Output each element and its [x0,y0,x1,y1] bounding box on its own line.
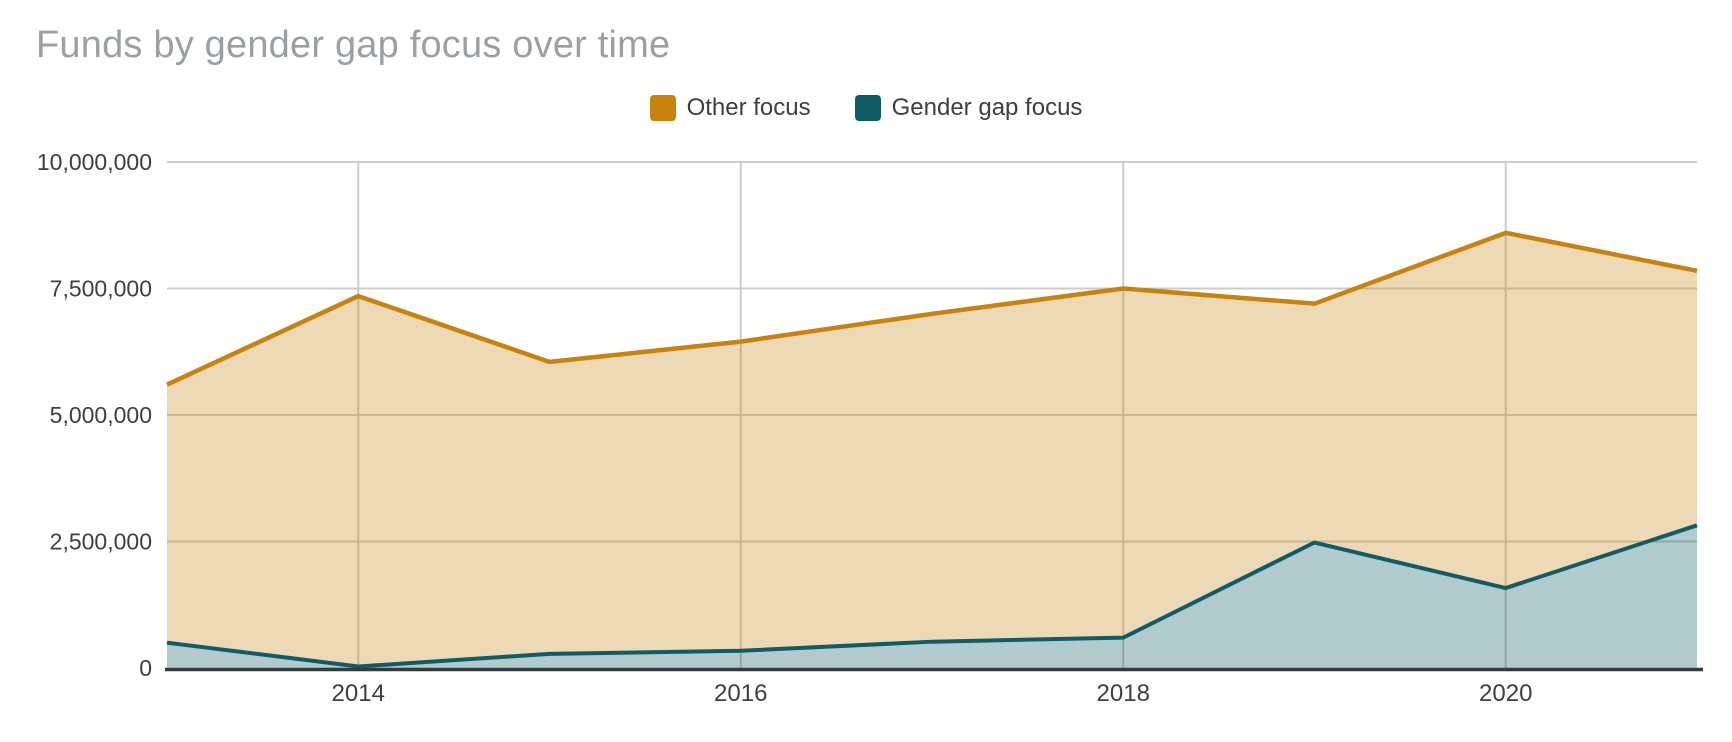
legend-label: Gender gap focus [891,94,1083,121]
legend-label: Other focus [686,94,811,121]
legend-item-gender-gap-focus[interactable]: Gender gap focus [854,94,1083,122]
page-title: Funds by gender gap focus over time [36,24,671,66]
x-tick-label: 2018 [1097,680,1150,707]
gender-gap-focus-line [166,523,1698,669]
other-focus-swatch-icon [649,95,676,121]
chart-legend: Other focus Gender gap focus [0,94,1732,122]
gender-gap-focus-swatch-icon [854,95,881,121]
x-tick-label: 2016 [714,680,767,707]
gender-gap-focus-area [167,525,1697,668]
y-tick-label: 10,000,000 [37,149,152,175]
other-focus-area [167,232,1697,667]
x-tick-label: 2020 [1479,680,1532,707]
y-tick-label: 2,500,000 [50,529,152,555]
y-tick-label: 7,500,000 [50,276,152,302]
y-tick-label: 5,000,000 [50,402,152,428]
legend-item-other-focus[interactable]: Other focus [649,94,811,122]
y-tick-label: 0 [139,655,152,681]
x-tick-label: 2014 [332,680,385,707]
other-focus-line [166,230,1698,387]
